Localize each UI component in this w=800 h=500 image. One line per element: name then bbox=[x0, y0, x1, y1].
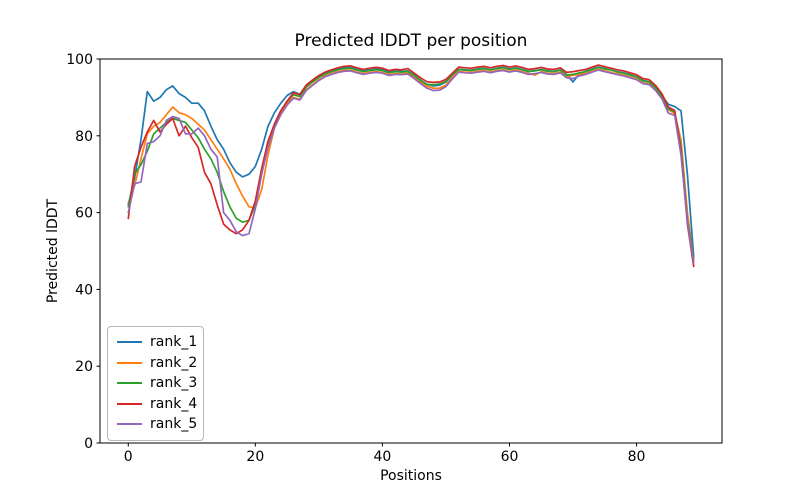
series-line-rank_3 bbox=[127, 66, 695, 260]
y-tick-label: 100 bbox=[66, 52, 93, 68]
chart-title: Predicted lDDT per position bbox=[294, 31, 528, 51]
y-axis-label: Predicted lDDT bbox=[45, 198, 61, 304]
series-lines bbox=[127, 64, 695, 268]
legend-item-rank_5: rank_5 bbox=[108, 414, 203, 435]
plot-border bbox=[99, 58, 723, 444]
x-axis-label: Positions bbox=[380, 468, 442, 484]
y-tick-label: 40 bbox=[75, 282, 93, 298]
legend-line-swatch bbox=[117, 361, 142, 364]
legend-line-swatch bbox=[117, 423, 142, 426]
series-line-rank_4 bbox=[127, 64, 695, 268]
x-tick-label: 20 bbox=[246, 449, 264, 465]
x-tick-label: 0 bbox=[124, 449, 133, 465]
legend: rank_1 rank_2 rank_3 rank_4 rank_5 bbox=[107, 326, 204, 441]
y-tick-label: 60 bbox=[75, 206, 93, 222]
legend-label: rank_3 bbox=[150, 375, 198, 392]
legend-label: rank_5 bbox=[150, 416, 198, 433]
series-line-rank_5 bbox=[127, 69, 695, 264]
legend-item-rank_1: rank_1 bbox=[108, 332, 203, 353]
legend-line-swatch bbox=[117, 382, 142, 385]
legend-label: rank_4 bbox=[150, 395, 198, 412]
axes bbox=[96, 58, 723, 447]
y-tick-label: 20 bbox=[75, 359, 93, 375]
x-tick-label: 80 bbox=[628, 449, 646, 465]
y-tick-label: 0 bbox=[84, 436, 93, 452]
legend-label: rank_2 bbox=[150, 354, 198, 371]
legend-item-rank_4: rank_4 bbox=[108, 394, 203, 415]
legend-line-swatch bbox=[117, 341, 142, 344]
x-tick-label: 40 bbox=[373, 449, 391, 465]
x-tick-label: 60 bbox=[501, 449, 519, 465]
y-tick-label: 80 bbox=[75, 129, 93, 145]
legend-item-rank_2: rank_2 bbox=[108, 353, 203, 374]
legend-item-rank_3: rank_3 bbox=[108, 373, 203, 394]
legend-label: rank_1 bbox=[150, 334, 198, 351]
tick-labels: 0 20 40 60 80 0 20 40 60 80 100 bbox=[66, 52, 645, 465]
legend-line-swatch bbox=[117, 402, 142, 405]
